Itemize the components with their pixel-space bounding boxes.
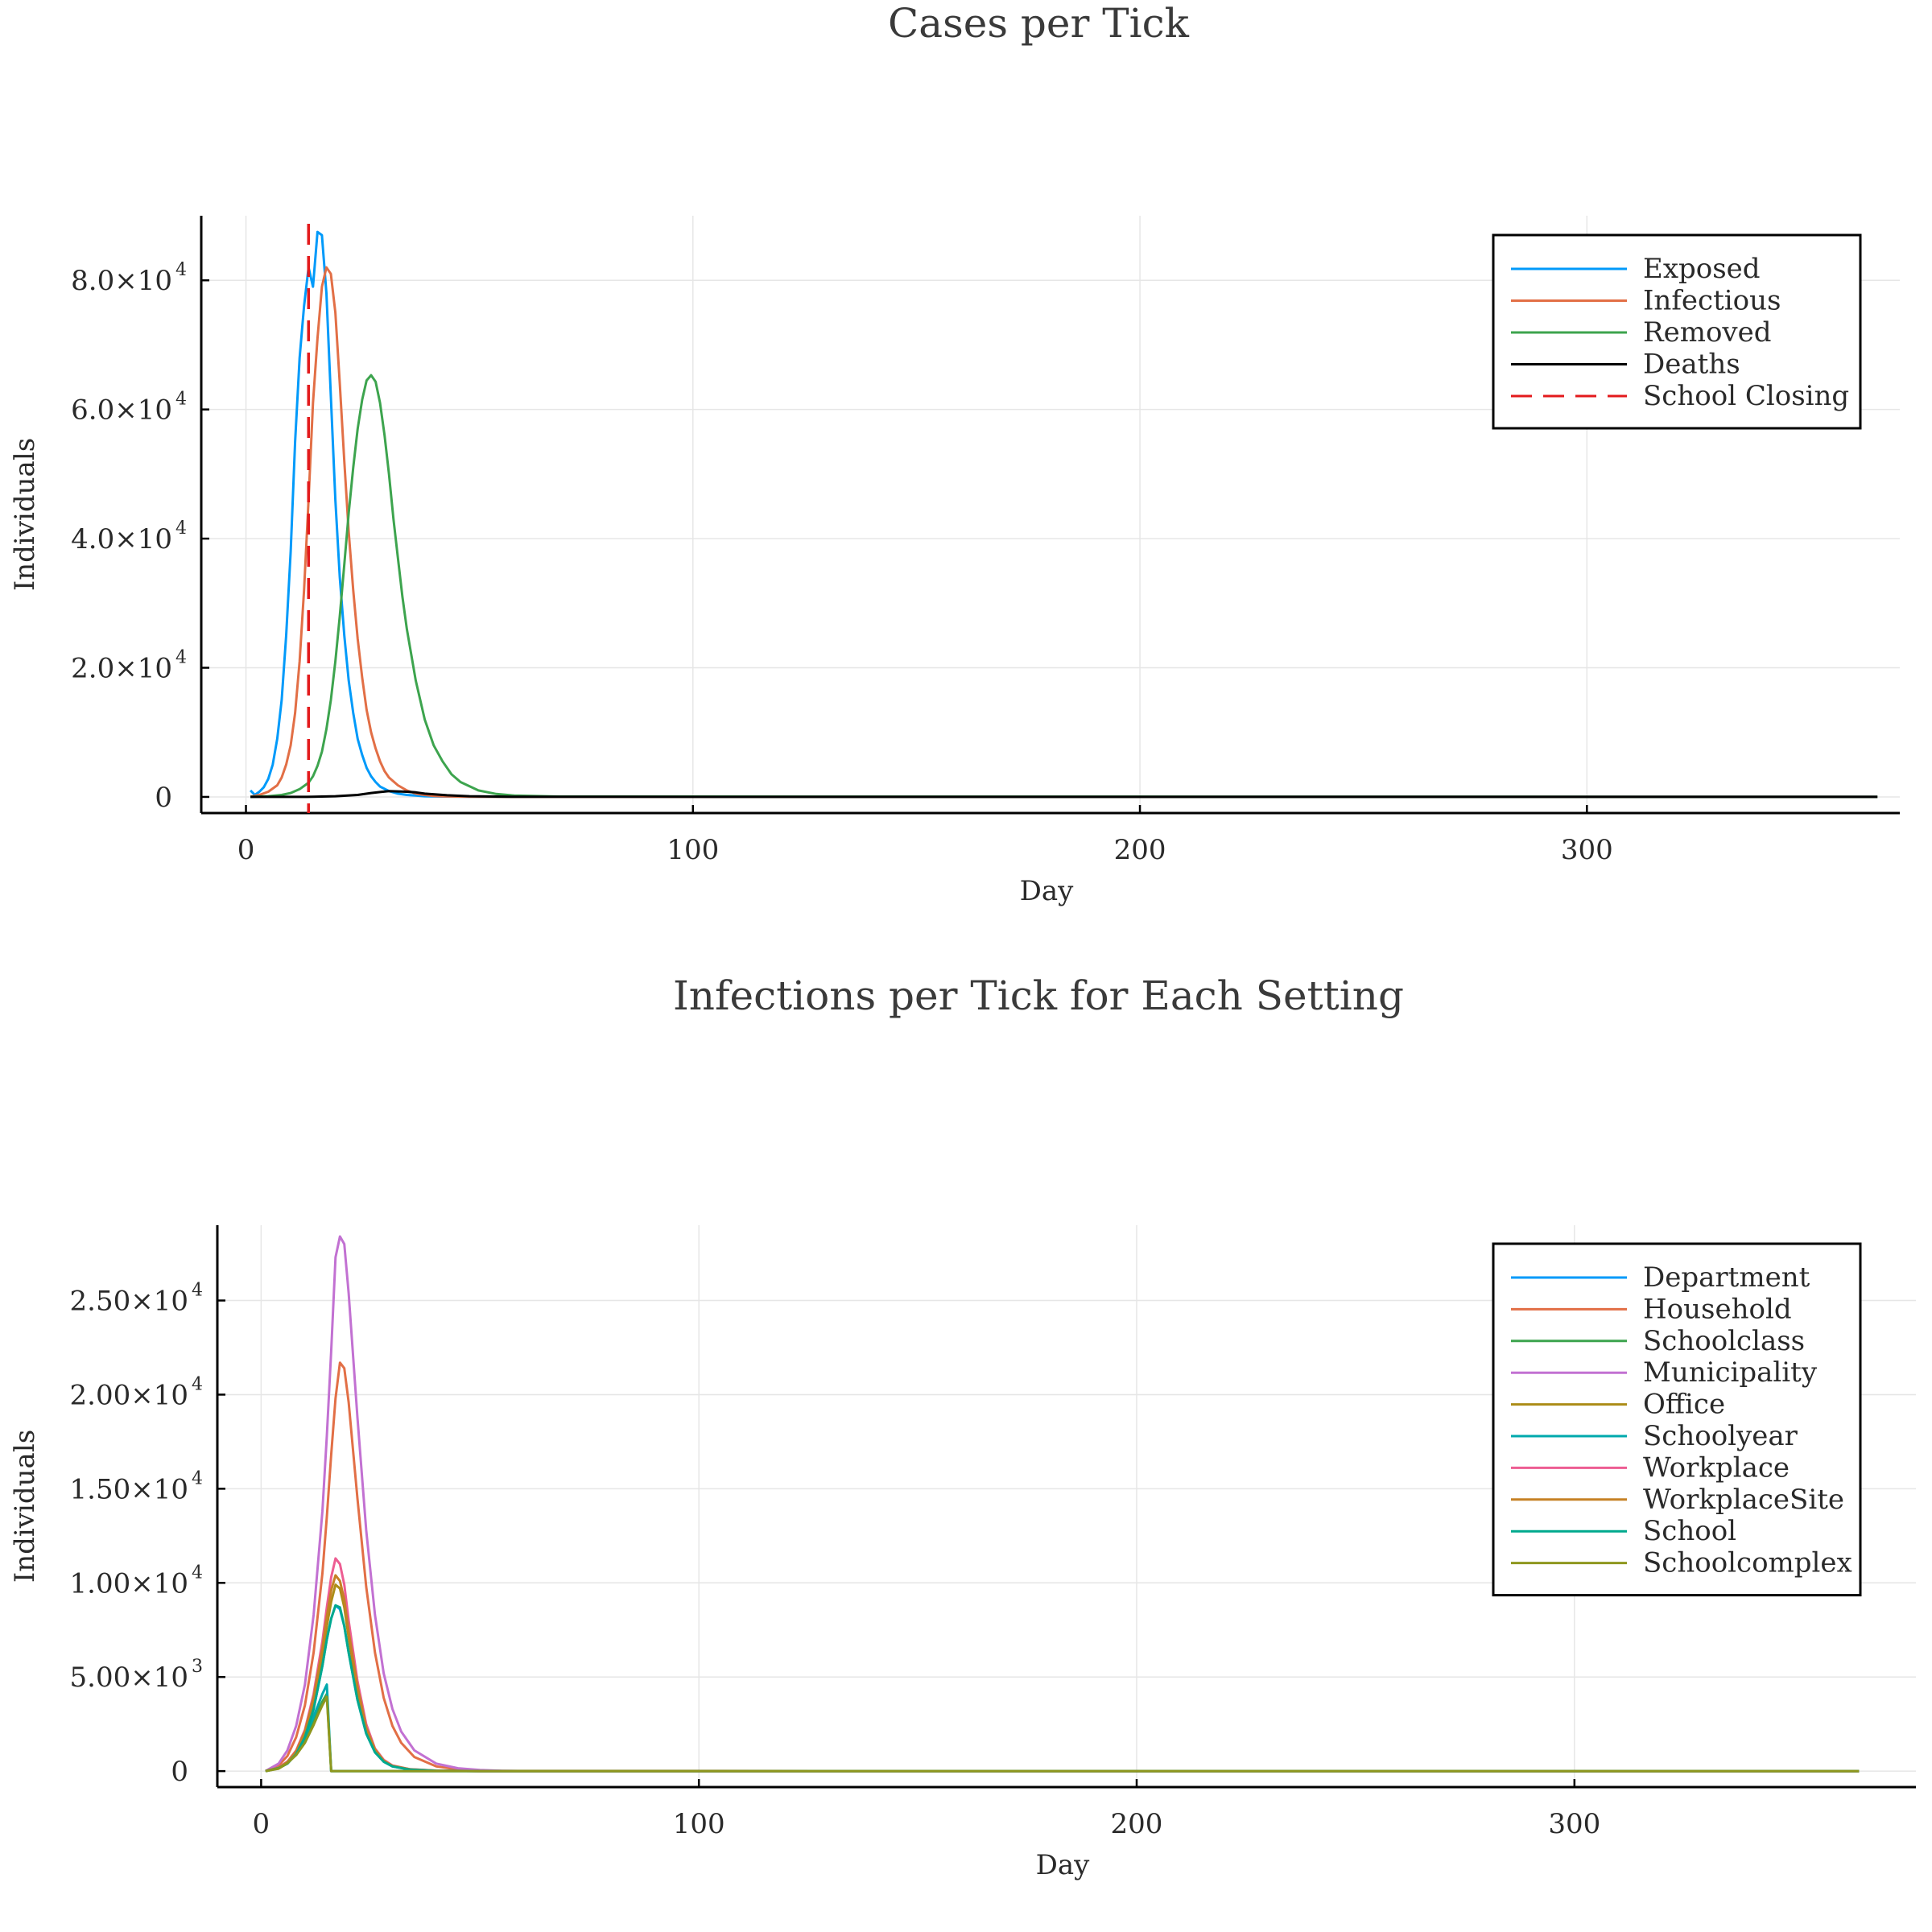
chart0-x-tick-label: 300 — [1561, 834, 1613, 866]
chart1-x-tick-label: 300 — [1548, 1808, 1600, 1840]
chart0-legend-label-infectious: Infectious — [1643, 285, 1781, 317]
chart1-y-tick-exponent: 4 — [192, 1468, 203, 1488]
chart1-title: Infections per Tick for Each Setting — [673, 972, 1404, 1019]
chart1-y-tick-label: 2.00×10 — [70, 1379, 188, 1411]
chart0-series-infectious — [250, 266, 1878, 799]
chart1-series-schoolcomplex — [265, 1695, 1860, 1773]
chart1-y-tick-label: 5.00×10 — [70, 1662, 188, 1694]
chart0-legend-label-deaths: Deaths — [1643, 349, 1740, 381]
chart0-y-tick-label: 6.0×10 — [71, 394, 172, 427]
infections-per-setting-chart: Infections per Tick for Each Setting 0 100… — [9, 972, 1916, 1881]
chart0-y-tick-exponent: 4 — [175, 648, 187, 668]
chart0-y-tick-exponent: 4 — [175, 260, 187, 280]
chart0-series-group — [250, 224, 1878, 813]
chart1-series-office — [265, 1583, 1860, 1773]
chart0-y-tick-label: 8.0×10 — [71, 265, 172, 297]
chart0-x-tick-label: 0 — [237, 834, 255, 866]
chart1-series-workplacesite — [265, 1574, 1860, 1773]
chart1-y-tick-label: 1.00×10 — [70, 1567, 188, 1600]
chart1-series-school — [265, 1604, 1860, 1773]
chart1-legend-label-school: School — [1643, 1515, 1736, 1547]
chart1-series-schoolclass — [265, 1692, 1860, 1773]
chart1-y-tick-label: 2.50×10 — [70, 1286, 188, 1318]
chart1-y-tick-exponent: 4 — [192, 1374, 203, 1394]
chart1-legend-label-department: Department — [1643, 1261, 1810, 1294]
chart0-series-removed — [250, 374, 1878, 799]
chart1-series-group — [265, 1235, 1860, 1773]
chart0-legend-label-removed: Removed — [1643, 316, 1772, 349]
chart0-series-exposed — [250, 230, 1878, 799]
chart1-legend-box — [1492, 1242, 1862, 1597]
chart1-y-tick-label: 1.50×10 — [70, 1473, 188, 1505]
chart1-y-axis-label: Individuals — [9, 1430, 41, 1583]
chart1-legend-label-office: Office — [1643, 1389, 1725, 1421]
chart1-y-tick-exponent: 4 — [192, 1563, 203, 1583]
chart0-y-tick-label: 2.0×10 — [71, 653, 172, 685]
chart0-y-tick-exponent: 4 — [175, 518, 187, 539]
chart1-x-axis-label: Day — [1036, 1849, 1091, 1881]
chart0-y-tick-label: 4.0×10 — [71, 523, 172, 555]
chart1-series-department — [265, 1604, 1860, 1773]
chart1-legend-label-municipality: Municipality — [1643, 1356, 1818, 1389]
chart1-x-tick-label: 200 — [1111, 1808, 1163, 1840]
chart1-series-municipality — [265, 1235, 1860, 1773]
chart0-x-axis-label: Day — [1020, 875, 1075, 907]
chart0-legend-label-exposed: Exposed — [1643, 253, 1761, 285]
chart0-y-tick-label: 0 — [155, 782, 172, 814]
chart1-legend: DepartmentHouseholdSchoolclassMunicipali… — [1492, 1242, 1862, 1597]
chart0-x-tick-label: 100 — [667, 834, 719, 866]
chart1-y-tick-exponent: 3 — [192, 1657, 203, 1677]
chart1-legend-label-schoolcomplex: Schoolcomplex — [1643, 1547, 1852, 1579]
chart0-title: Cases per Tick — [888, 0, 1190, 47]
chart1-legend-label-schoolclass: Schoolclass — [1643, 1325, 1805, 1357]
chart0-series-deaths — [250, 790, 1878, 799]
chart1-legend-label-workplacesite: WorkplaceSite — [1643, 1484, 1844, 1516]
chart1-legend-label-household: Household — [1643, 1293, 1792, 1325]
chart1-series-schoolyear — [265, 1683, 1860, 1773]
chart1-y-tick-label: 0 — [171, 1756, 188, 1788]
chart0-y-tick-exponent: 4 — [175, 390, 187, 410]
chart0-y-axis-label: Individuals — [9, 438, 41, 591]
chart1-y-tick-exponent: 4 — [192, 1281, 203, 1301]
chart0-x-tick-label: 200 — [1114, 834, 1166, 866]
chart0-legend-label-school-closing: School Closing — [1643, 380, 1849, 412]
chart1-x-tick-label: 0 — [253, 1808, 270, 1840]
chart1-legend-label-schoolyear: Schoolyear — [1643, 1420, 1798, 1452]
chart1-legend-label-workplace: Workplace — [1643, 1451, 1790, 1484]
chart1-x-tick-label: 100 — [673, 1808, 725, 1840]
chart1-series-household — [265, 1361, 1860, 1773]
